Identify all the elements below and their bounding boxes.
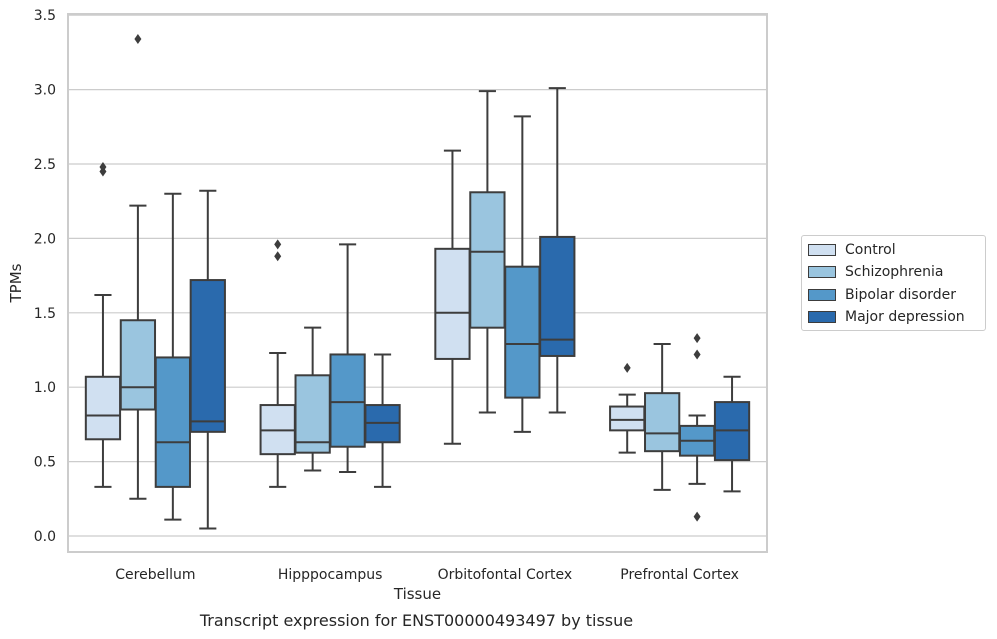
x-tick-label-prefrontal-cortex: Prefrontal Cortex (620, 567, 739, 583)
box-bipolar-disorder-orbitofontal-cortex (504, 265, 541, 399)
legend-label-bipolar-disorder: Bipolar disorder (845, 287, 957, 303)
box-schizophrenia-hipppocampus (294, 374, 331, 454)
box-schizophrenia-orbitofontal-cortex (469, 191, 506, 329)
y-tick-label: 1.0 (34, 380, 56, 396)
box-control-prefrontal-cortex (609, 405, 646, 432)
y-tick-label: 3.0 (34, 83, 56, 99)
legend-label-major-depression: Major depression (845, 309, 965, 325)
x-tick-label-cerebellum: Cerebellum (115, 567, 195, 583)
legend-swatch-major-depression (808, 311, 836, 323)
legend-item-major-depression: Major depression (808, 307, 965, 327)
outlier-bipolar-disorder-prefrontal-cortex (693, 333, 701, 344)
box-bipolar-disorder-cerebellum (154, 356, 191, 488)
box-control-cerebellum (84, 375, 122, 441)
outlier-schizophrenia-cerebellum (134, 34, 142, 45)
box-bipolar-disorder-hipppocampus (329, 353, 366, 448)
legend-item-bipolar-disorder: Bipolar disorder (808, 285, 956, 305)
y-tick-label: 1.5 (34, 306, 56, 322)
plot-frame (67, 13, 768, 553)
x-tick-label-orbitofontal-cortex: Orbitofontal Cortex (438, 567, 573, 583)
figure-caption: Transcript expression for ENST0000049349… (199, 611, 634, 630)
box-schizophrenia-cerebellum (119, 319, 157, 411)
outlier-control-hipppocampus (274, 251, 282, 262)
y-tick-label: 2.5 (34, 157, 56, 173)
y-tick-label: 3.5 (34, 8, 56, 24)
outlier-bipolar-disorder-prefrontal-cortex (693, 349, 701, 360)
y-axis-label: TPMs (7, 263, 25, 303)
box-major-depression-cerebellum (189, 279, 226, 433)
outlier-bipolar-disorder-prefrontal-cortex (693, 511, 701, 522)
y-tick-label: 0.0 (34, 529, 56, 545)
x-axis-label: Tissue (393, 585, 441, 603)
y-tick-label: 2.0 (34, 231, 56, 247)
legend-swatch-bipolar-disorder (808, 289, 836, 301)
outlier-control-prefrontal-cortex (623, 362, 631, 373)
y-tick-label: 0.5 (34, 455, 56, 471)
legend-item-control: Control (808, 240, 896, 260)
x-tick-label-hipppocampus: Hipppocampus (278, 567, 383, 583)
legend-label-control: Control (845, 242, 896, 258)
chart-legend: Control Schizophrenia Bipolar disorder M… (801, 235, 986, 331)
box-schizophrenia-prefrontal-cortex (644, 392, 681, 453)
legend-swatch-control (808, 244, 836, 256)
outlier-control-hipppocampus (274, 239, 282, 250)
legend-label-schizophrenia: Schizophrenia (845, 264, 944, 280)
legend-swatch-schizophrenia (808, 266, 836, 278)
outlier-control-cerebellum (99, 161, 107, 172)
box-control-orbitofontal-cortex (434, 247, 471, 360)
box-major-depression-orbitofontal-cortex (539, 235, 576, 357)
legend-item-schizophrenia: Schizophrenia (808, 262, 943, 282)
